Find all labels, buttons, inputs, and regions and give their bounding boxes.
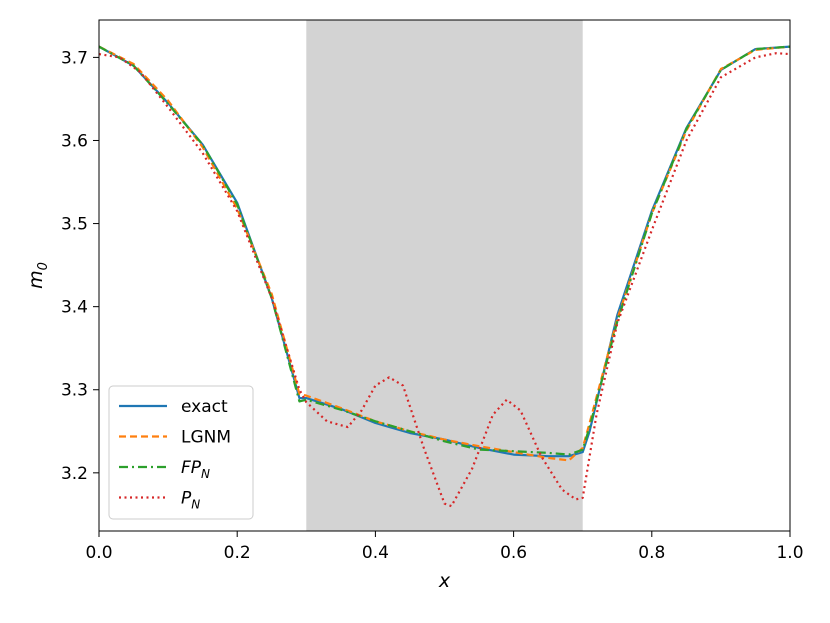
legend-label: LGNM	[181, 428, 231, 448]
legend-box	[108, 385, 254, 520]
x-tick-label: 0.0	[85, 543, 112, 563]
series-layer	[98, 45, 791, 508]
y-tick-label: 3.4	[61, 298, 88, 318]
legend-label: FPN	[181, 458, 210, 481]
y-axis-label-main: m	[25, 270, 47, 289]
legend-label: PN	[181, 489, 200, 512]
plot-frame	[98, 19, 791, 532]
legend: exact LGNM FPN PN	[108, 385, 254, 520]
x-tick-label: 1.0	[776, 543, 803, 563]
x-tick-label: 0.4	[362, 543, 389, 563]
x-tick-label: 0.8	[638, 543, 665, 563]
series-line-fp-n	[98, 45, 791, 456]
y-tick-label: 3.2	[61, 464, 88, 484]
y-axis-label-sub: 0	[36, 262, 51, 270]
y-tick-label: 3.7	[61, 48, 88, 68]
y-tick-label: 3.5	[61, 215, 88, 235]
y-tick-label: 3.3	[61, 381, 88, 401]
x-tick-label: 0.6	[500, 543, 527, 563]
legend-label: exact	[181, 397, 228, 417]
y-tick-label: 3.6	[61, 131, 88, 151]
x-tick-label: 0.2	[224, 543, 251, 563]
y-axis-label: m0	[25, 262, 51, 289]
x-axis-label: x	[438, 570, 451, 592]
ticks-layer: 0.0 0.2 0.4 0.6 0.8 1.0 3.2 3.3 3.4 3.5 3.6 3.7	[61, 48, 804, 563]
shaded-region	[306, 20, 583, 531]
